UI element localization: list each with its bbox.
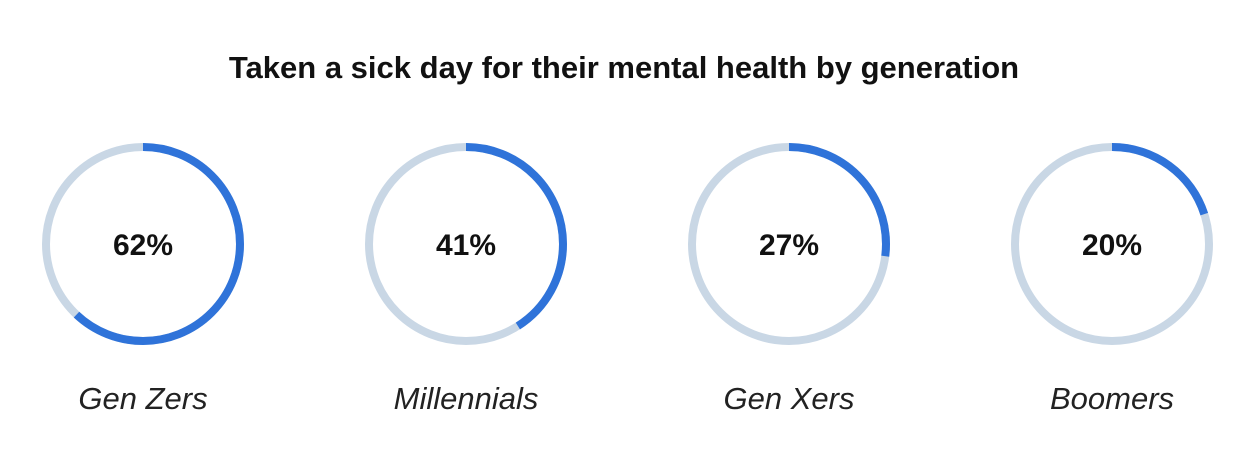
donut-gen-zers: 62% Gen Zers (42, 143, 244, 416)
chart-title: Taken a sick day for their mental health… (228, 50, 1020, 85)
donut-gen-xers: 27% Gen Xers (688, 143, 890, 416)
donut-category-label: Gen Xers (724, 381, 855, 416)
donut-boomers: 20% Boomers (1011, 143, 1213, 416)
donut-progress-arc (688, 143, 890, 345)
donut-value-label: 20% (1082, 229, 1142, 262)
donut-millennials: 41% Millennials (365, 143, 567, 416)
donut-category-label: Millennials (394, 381, 539, 416)
donut-category-label: Boomers (1050, 381, 1174, 416)
donut-progress-arc (1011, 143, 1213, 345)
donut-progress-arc (365, 143, 567, 345)
donut-value-label: 27% (759, 229, 819, 262)
donut-progress-arc (42, 143, 244, 345)
donut-value-label: 62% (113, 229, 173, 262)
donut-category-label: Gen Zers (78, 381, 207, 416)
donut-value-label: 41% (436, 229, 496, 262)
